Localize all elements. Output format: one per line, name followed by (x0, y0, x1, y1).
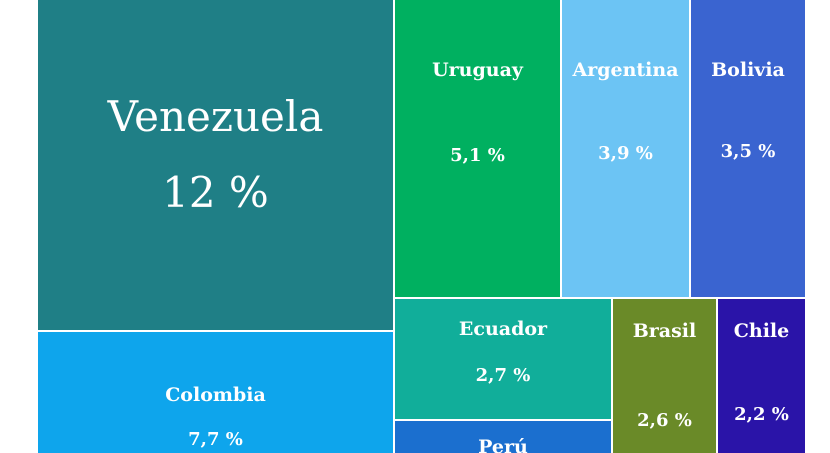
tile-label-colombia: Colombia (165, 384, 266, 406)
tile-bolivia: Bolivia 3,5 % (691, 0, 807, 299)
tile-value-brasil: 2,6 % (637, 410, 692, 431)
tile-value-uruguay: 5,1 % (450, 145, 505, 166)
tile-value-bolivia: 3,5 % (720, 141, 776, 162)
tile-argentina: Argentina 3,9 % (562, 0, 691, 299)
tile-uruguay: Uruguay 5,1 % (395, 0, 562, 299)
tile-chile: Chile 2,2 % (718, 299, 807, 453)
tile-value-colombia: 7,7 % (188, 429, 243, 450)
tile-brasil: Brasil 2,6 % (613, 299, 718, 453)
tile-value-chile: 2,2 % (734, 404, 789, 425)
tile-label-ecuador: Ecuador (458, 318, 548, 340)
tile-label-chile: Chile (733, 320, 790, 342)
tile-ecuador: Ecuador 2,7 % (395, 299, 613, 421)
tile-label-venezuela: Venezuela (107, 92, 324, 141)
tile-value-venezuela: 12 % (162, 168, 269, 217)
tile-label-peru: Perú (478, 436, 528, 453)
tile-venezuela: Venezuela 12 % (38, 0, 395, 332)
tile-label-argentina: Argentina (572, 59, 679, 81)
tile-label-bolivia: Bolivia (711, 59, 785, 81)
tile-value-argentina: 3,9 % (598, 143, 653, 164)
tile-colombia: Colombia 7,7 % (38, 332, 395, 453)
tile-label-brasil: Brasil (632, 320, 697, 342)
tile-value-ecuador: 2,7 % (475, 365, 531, 386)
tile-peru: Perú (395, 421, 613, 453)
tile-label-uruguay: Uruguay (432, 59, 523, 81)
